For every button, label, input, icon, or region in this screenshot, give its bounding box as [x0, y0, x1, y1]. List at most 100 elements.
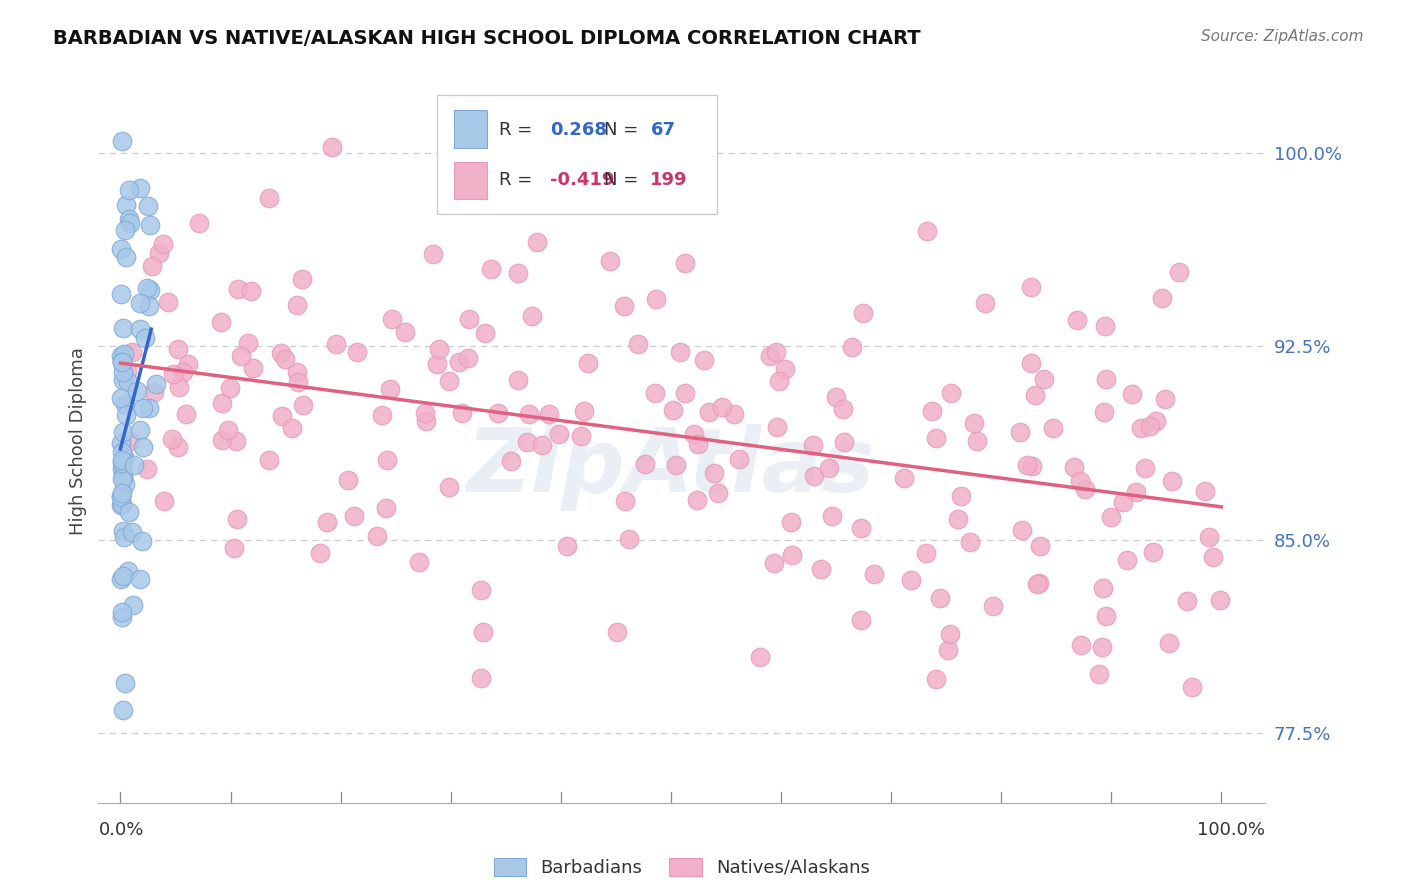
Point [114, 223, 136, 237]
Point [929, 591, 952, 605]
Point [111, 703, 134, 717]
Text: R =: R = [499, 171, 537, 189]
Point [110, 354, 132, 368]
Point [900, 573, 922, 587]
Point [110, 490, 132, 504]
Point [142, 384, 165, 399]
Point [167, 440, 190, 454]
Point [863, 567, 886, 582]
Point [665, 458, 688, 472]
Point [1026, 577, 1049, 591]
Point [966, 434, 988, 448]
Point [111, 355, 134, 369]
Point [832, 435, 855, 450]
Point [1095, 609, 1118, 624]
Bar [454, 110, 486, 147]
Point [111, 472, 134, 486]
Point [110, 287, 132, 301]
Point [673, 256, 696, 270]
Point [366, 529, 388, 543]
Point [471, 624, 494, 639]
Point [925, 673, 948, 687]
Point [110, 349, 132, 363]
Point [211, 433, 233, 447]
Point [548, 426, 571, 441]
Point [128, 423, 150, 437]
Point [1091, 582, 1114, 596]
Point [1015, 458, 1038, 472]
Point [849, 521, 872, 535]
Point [121, 524, 143, 539]
Point [408, 554, 430, 568]
Point [780, 516, 803, 530]
Point [148, 246, 170, 260]
Point [217, 423, 239, 437]
Point [1175, 594, 1198, 608]
Point [375, 452, 398, 467]
Point [1019, 279, 1042, 293]
Point [118, 211, 141, 226]
Point [486, 407, 509, 421]
Point [576, 356, 599, 370]
Point [427, 342, 450, 356]
Point [449, 355, 471, 369]
Point [343, 509, 366, 524]
Point [134, 331, 156, 345]
Point [1094, 318, 1116, 333]
Point [110, 489, 132, 503]
Point [921, 404, 943, 418]
Point [780, 549, 803, 563]
Point [138, 401, 160, 415]
Point [707, 485, 730, 500]
Point [138, 218, 160, 232]
Point [112, 347, 135, 361]
Point [218, 380, 240, 394]
Point [120, 216, 142, 230]
Point [110, 572, 132, 586]
Point [1070, 638, 1092, 652]
Point [451, 406, 474, 420]
Point [1092, 404, 1115, 418]
Point [801, 437, 824, 451]
Point [693, 352, 716, 367]
Point [316, 515, 339, 529]
Point [139, 283, 162, 297]
Point [156, 295, 179, 310]
Point [481, 262, 503, 277]
Point [120, 434, 142, 448]
Point [172, 366, 194, 380]
Point [131, 533, 153, 548]
Point [728, 451, 751, 466]
Point [1011, 523, 1033, 537]
Point [413, 407, 436, 421]
Point [748, 650, 770, 665]
Point [111, 453, 134, 467]
Point [141, 259, 163, 273]
Point [211, 395, 233, 409]
Point [111, 569, 134, 583]
Point [963, 416, 986, 430]
Point [167, 380, 190, 394]
Point [959, 534, 981, 549]
Point [129, 572, 152, 586]
Point [166, 342, 188, 356]
Point [818, 461, 841, 475]
Text: R =: R = [499, 120, 537, 138]
Point [128, 181, 150, 195]
Point [470, 582, 492, 597]
Point [111, 373, 134, 387]
Point [115, 408, 138, 422]
Legend: Barbadians, Natives/Alaskans: Barbadians, Natives/Alaskans [494, 857, 870, 877]
Point [634, 457, 657, 471]
Point [893, 471, 915, 485]
Point [686, 436, 709, 450]
Point [122, 458, 145, 473]
Point [765, 345, 787, 359]
Point [1024, 387, 1046, 401]
Point [125, 384, 148, 398]
Point [936, 643, 959, 657]
Point [280, 421, 302, 435]
Point [915, 224, 938, 238]
Point [110, 436, 132, 450]
Point [626, 336, 648, 351]
